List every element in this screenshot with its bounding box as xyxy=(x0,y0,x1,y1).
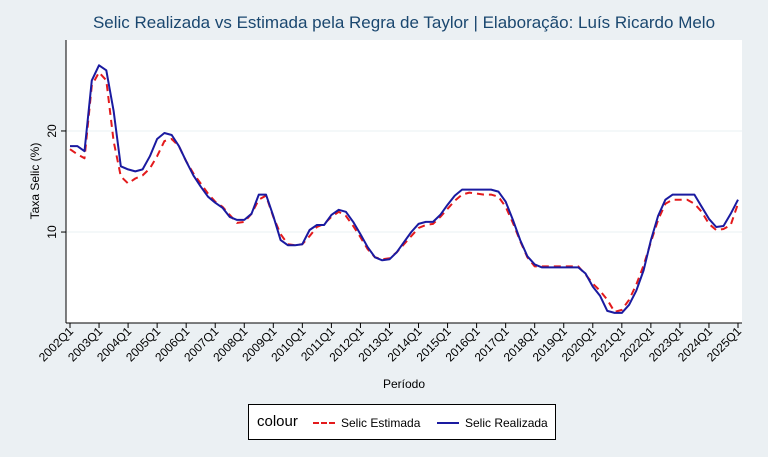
legend-swatch-estimada xyxy=(313,422,335,424)
legend: colour Selic Estimada Selic Realizada xyxy=(248,404,556,440)
y-axis-label: Taxa Selic (%) xyxy=(28,143,42,220)
series-line-realizada xyxy=(70,64,739,314)
x-axis-label: Período xyxy=(383,377,425,391)
legend-title: colour xyxy=(257,413,298,430)
series-lines xyxy=(69,64,739,314)
legend-swatch-realizada xyxy=(437,422,459,424)
grid-lines xyxy=(66,130,742,233)
chart-title: Selic Realizada vs Estimada pela Regra d… xyxy=(93,13,715,32)
y-tick-label: 10 xyxy=(45,225,59,239)
y-tick-label: 20 xyxy=(45,124,59,138)
plot-area xyxy=(66,40,742,323)
legend-label-realizada: Selic Realizada xyxy=(465,416,548,430)
legend-label-estimada: Selic Estimada xyxy=(341,416,421,430)
